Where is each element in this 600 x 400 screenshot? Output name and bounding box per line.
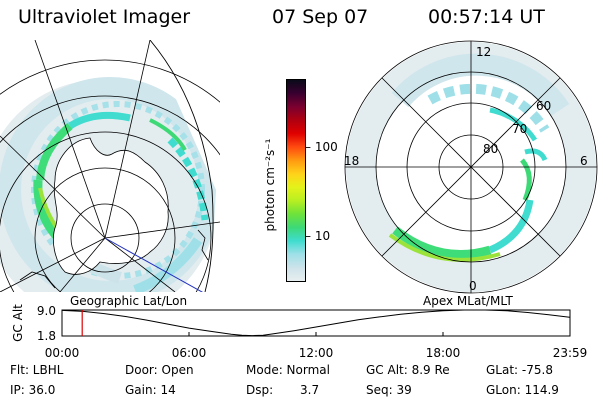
x-tick-label: 12:00 bbox=[299, 346, 334, 360]
mlat-label-80: 80 bbox=[483, 142, 498, 156]
coastline bbox=[53, 137, 169, 275]
colorbar-label-wrap: photon cm⁻²s⁻¹ bbox=[260, 130, 280, 240]
mlat-label-70: 70 bbox=[512, 122, 527, 136]
gc-alt-label: GC Alt: 8.9 Re bbox=[366, 363, 450, 377]
y-tick-label: 1.8 bbox=[37, 329, 56, 343]
terminator-line bbox=[104, 237, 204, 292]
time-label: 00:57:14 UT bbox=[428, 6, 545, 28]
apex-label: Apex MLat/MLT bbox=[423, 294, 513, 308]
orbit-altitude-chart: 9.0 1.8 GC Alt 00:00 06:00 12:00 18:00 23:59 bbox=[11, 304, 588, 360]
x-tick-label: 00:00 bbox=[45, 346, 80, 360]
mlt-label-0: 0 bbox=[469, 279, 477, 293]
mlat-label-60: 60 bbox=[536, 99, 551, 113]
y-tick-label: 9.0 bbox=[37, 304, 56, 318]
ip-label: IP: 36.0 bbox=[10, 383, 56, 397]
x-tick-label: 23:59 bbox=[553, 346, 588, 360]
gain-label: Gain: 14 bbox=[125, 383, 176, 397]
instrument-title: Ultraviolet Imager bbox=[18, 6, 191, 28]
mode-label: Mode: Normal bbox=[246, 363, 330, 377]
filter-label: Flt: LBHL bbox=[10, 363, 64, 377]
geographic-map bbox=[0, 40, 220, 292]
longitude-grid bbox=[0, 40, 220, 292]
x-tick-label: 18:00 bbox=[426, 346, 461, 360]
mlt-grid bbox=[345, 41, 597, 293]
glon-label: GLon: 114.9 bbox=[486, 383, 559, 397]
mlt-label-12: 12 bbox=[476, 45, 491, 59]
colorbar-label: photon cm⁻²s⁻¹ bbox=[263, 138, 277, 232]
colorbar-tick-100: – 100 bbox=[305, 140, 338, 154]
magnetic-map: 12 0 18 6 80 70 60 bbox=[344, 40, 598, 294]
colorbar-tick-10: – 10 bbox=[305, 229, 331, 243]
seq-label: Seq: 39 bbox=[366, 383, 412, 397]
colorbar bbox=[286, 79, 306, 282]
x-tick-label: 06:00 bbox=[172, 346, 207, 360]
mlt-label-6: 6 bbox=[580, 154, 588, 168]
latitude-grid bbox=[0, 59, 220, 292]
mlt-label-18: 18 bbox=[344, 154, 359, 168]
dsp-label: Dsp: bbox=[246, 383, 274, 397]
geographic-label: Geographic Lat/Lon bbox=[70, 294, 188, 308]
dsp-value: 3.7 bbox=[300, 383, 320, 397]
chart-frame bbox=[61, 309, 571, 337]
fov-edge bbox=[149, 40, 214, 292]
y-axis-label: GC Alt bbox=[11, 304, 25, 342]
date-label: 07 Sep 07 bbox=[272, 6, 369, 28]
door-label: Door: Open bbox=[125, 363, 194, 377]
altitude-series-line bbox=[61, 309, 570, 337]
glat-label: GLat: -75.8 bbox=[486, 363, 553, 377]
